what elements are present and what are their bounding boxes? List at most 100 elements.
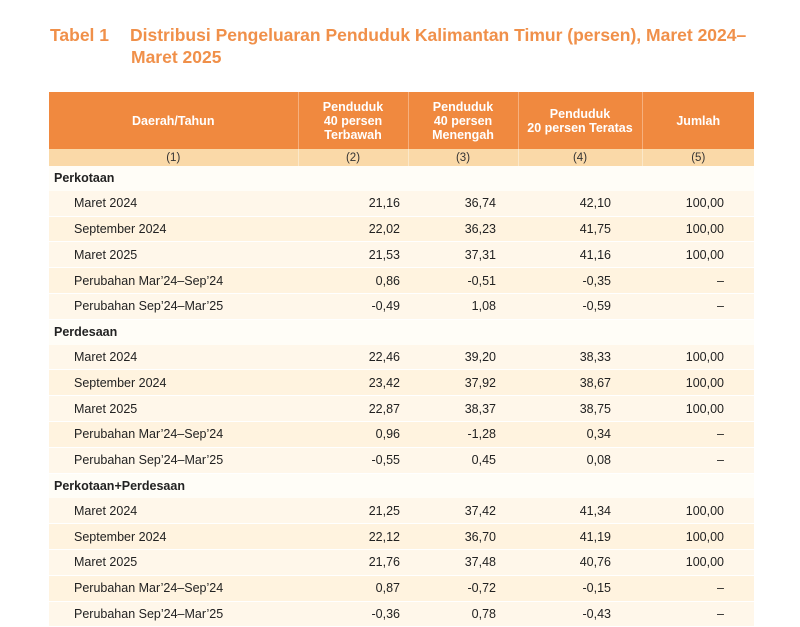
value-cell: -1,28 [408, 421, 518, 448]
row-label: Perubahan Mar’24–Sep’24 [49, 267, 298, 294]
value-cell: 41,16 [518, 241, 642, 269]
value-cell: 100,00 [642, 241, 754, 269]
value-cell: 100,00 [642, 344, 754, 371]
table-row: Maret 2024 21,16 36,74 42,10 100,00 [49, 190, 754, 217]
column-header-line: 40 persen [433, 113, 493, 128]
section-row: Perdesaan [49, 319, 754, 345]
value-cell: -0,51 [408, 267, 518, 294]
table-row: Perubahan Sep’24–Mar’25 -0,55 0,45 0,08– [49, 447, 754, 474]
table-row: Maret 2024 21,25 37,42 41,34 100,00 [49, 498, 754, 525]
row-label: Perubahan Sep’24–Mar’25 [49, 447, 298, 474]
value-cell: 22,02 [298, 216, 408, 243]
column-header-line: Menengah [432, 127, 494, 142]
table-row: Maret 2025 22,87 38,37 38,75 100,00 [49, 395, 754, 422]
column-header-line: Terbawah [324, 127, 382, 142]
value-cell: 0,08 [518, 447, 642, 474]
table-caption-line-2: Maret 2025 [131, 47, 222, 67]
row-label: Maret 2024 [49, 344, 298, 371]
row-label: Perubahan Mar’24–Sep’24 [49, 421, 298, 448]
column-header-line: 40 persen [323, 113, 383, 128]
value-cell: 0,45 [408, 447, 518, 474]
column-header-5: Jumlah [641, 92, 754, 149]
value-cell: 41,75 [518, 216, 642, 243]
value-cell: 100,00 [642, 523, 754, 550]
column-header-line: Jumlah [676, 113, 721, 128]
row-label: Maret 2025 [49, 395, 298, 422]
value-cell: 40,76 [518, 549, 642, 576]
table-row: Perubahan Mar’24–Sep’24 0,96 -1,28 0,34– [49, 421, 754, 448]
value-cell: 38,33 [518, 344, 642, 371]
value-cell: 36,74 [408, 190, 518, 217]
table-row: Maret 2025 21,76 37,48 40,76 100,00 [49, 549, 754, 576]
value-cell: 22,12 [298, 523, 408, 550]
column-number-5: (5) [641, 149, 754, 166]
section-label: Perdesaan [49, 319, 754, 345]
row-label: Maret 2024 [49, 498, 298, 525]
value-cell: 21,53 [298, 241, 408, 269]
table-row: Perubahan Sep’24–Mar’25 -0,49 1,08 -0,59– [49, 293, 754, 320]
column-header-line: Daerah/Tahun [132, 113, 215, 128]
value-cell: – [642, 575, 754, 602]
value-cell: 41,19 [518, 523, 642, 550]
column-number-4: (4) [517, 149, 642, 166]
column-header-line: Penduduk [432, 99, 494, 114]
table-body: Perkotaan Maret 2024 21,16 36,74 42,10 100,00… [49, 166, 754, 627]
value-cell: 100,00 [642, 549, 754, 576]
value-cell: 100,00 [642, 216, 754, 243]
table-row: September 2024 22,12 36,70 41,19 100,00 [49, 523, 754, 550]
column-number-2: (2) [297, 149, 408, 166]
value-cell: – [642, 421, 754, 448]
row-label: September 2024 [49, 216, 298, 243]
table-row: Perubahan Mar’24–Sep’24 0,87 -0,72 -0,15– [49, 575, 754, 602]
column-number-1: (1) [49, 149, 298, 166]
value-cell: 100,00 [642, 498, 754, 525]
value-cell: 36,23 [408, 216, 518, 243]
value-cell: 36,70 [408, 523, 518, 550]
row-label: Perubahan Sep’24–Mar’25 [49, 293, 298, 320]
value-cell: 37,42 [408, 498, 518, 525]
column-header-4: Penduduk 20 persen Teratas [517, 92, 642, 149]
table-caption-line-1: Distribusi Pengeluaran Penduduk Kalimant… [130, 25, 747, 45]
column-number-3: (3) [407, 149, 518, 166]
column-header-line: 20 persen Teratas [527, 120, 633, 135]
value-cell: 100,00 [642, 190, 754, 217]
value-cell: 21,25 [298, 498, 408, 525]
value-cell: 21,76 [298, 549, 408, 576]
value-cell: 100,00 [642, 369, 754, 397]
value-cell: 38,37 [408, 395, 518, 422]
column-header-1: Daerah/Tahun [49, 92, 298, 149]
row-label: Maret 2025 [49, 549, 298, 576]
table-number: Tabel 1 [50, 25, 110, 45]
table-caption: Distribusi Pengeluaran Penduduk Kalimant… [130, 24, 750, 68]
distribution-table: Daerah/Tahun Penduduk 40 persen Terbawah Pen… [49, 92, 754, 627]
value-cell: 41,34 [518, 498, 642, 525]
table-row: Maret 2024 22,46 39,20 38,33 100,00 [49, 344, 754, 371]
value-cell: 23,42 [298, 369, 408, 397]
value-cell: 22,87 [298, 395, 408, 422]
value-cell: -0,35 [518, 267, 642, 294]
value-cell: – [642, 267, 754, 294]
table-row: September 2024 23,42 37,92 38,67 100,00 [49, 369, 754, 397]
value-cell: 22,46 [298, 344, 408, 371]
table-row: September 2024 22,02 36,23 41,75 100,00 [49, 216, 754, 243]
column-number-row: (1) (2) (3) (4) (5) [49, 149, 754, 166]
row-label: Maret 2024 [49, 190, 298, 217]
table-row: Perubahan Mar’24–Sep’24 0,86 -0,51 -0,35– [49, 267, 754, 294]
value-cell: 100,00 [642, 395, 754, 422]
value-cell: – [642, 447, 754, 474]
value-cell: 21,16 [298, 190, 408, 217]
value-cell: 38,75 [518, 395, 642, 422]
value-cell: 0,96 [298, 421, 408, 448]
value-cell: 0,86 [298, 267, 408, 294]
row-label: Perubahan Mar’24–Sep’24 [49, 575, 298, 602]
table-row: Maret 2025 21,53 37,31 41,16 100,00 [49, 241, 754, 269]
value-cell: 37,48 [408, 549, 518, 576]
column-header-line: Penduduk [322, 99, 384, 114]
value-cell: -0,55 [298, 447, 408, 474]
value-cell: 0,34 [518, 421, 642, 448]
column-header-line: Penduduk [549, 106, 611, 121]
section-label: Perkotaan [49, 166, 754, 191]
value-cell: – [642, 293, 754, 320]
row-label: September 2024 [49, 369, 298, 397]
header-row: Daerah/Tahun Penduduk 40 persen Terbawah Pen… [49, 92, 754, 149]
